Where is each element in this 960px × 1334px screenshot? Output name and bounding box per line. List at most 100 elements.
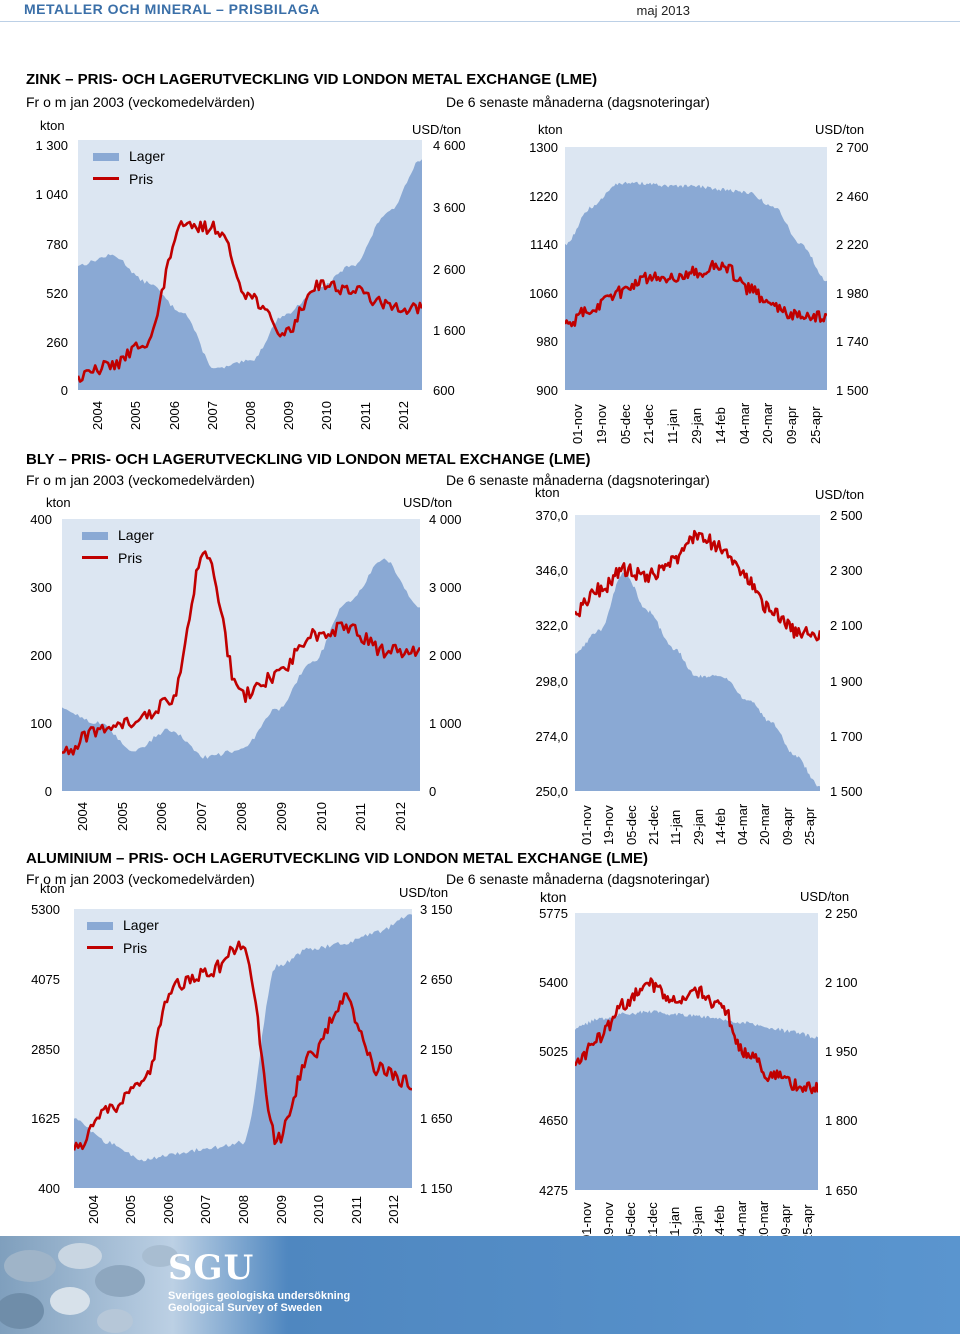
unit-kton: kton [40, 881, 65, 896]
x-tick-label: 09-apr [779, 807, 795, 845]
x-tick-label: 2004 [85, 1195, 101, 1224]
stock-area [565, 181, 827, 390]
x-tick-label: 14-feb [712, 808, 728, 845]
price-line [78, 220, 422, 383]
price-line [74, 940, 412, 1151]
unit-usd: USD/ton [815, 487, 865, 502]
chart-aluminium-short [575, 913, 818, 1190]
y-tick: 250,0 [535, 784, 568, 799]
y2-tick: 2 100 [825, 975, 858, 990]
unit-usd: USD/ton [815, 122, 865, 137]
y-tick: 980 [536, 334, 558, 349]
stock-area [74, 914, 412, 1188]
y-tick: 780 [46, 237, 68, 252]
y2-tick: 3 000 [429, 580, 462, 595]
unit-kton: kton [40, 118, 65, 133]
y-tick: 400 [30, 512, 52, 527]
x-tick-label: 2004 [90, 401, 106, 430]
x-tick-label: 20-mar [757, 803, 773, 845]
section-title-bly: BLY – PRIS- OCH LAGERUTVECKLING VID LOND… [26, 451, 591, 468]
y2-tick: 600 [433, 383, 455, 398]
legend: Lager Pris [93, 145, 203, 189]
y-tick: 370,0 [535, 508, 568, 523]
legend-swatch-stock [87, 922, 113, 930]
x-tick-label: 2012 [395, 401, 411, 430]
y-tick: 298,0 [535, 674, 568, 689]
logo-mark: SGU [168, 1248, 255, 1288]
sgu-logo: SGU Sveriges geologiska undersökning Geo… [168, 1248, 350, 1314]
y-tick: 1 300 [35, 138, 68, 153]
y-tick: 1060 [529, 286, 558, 301]
y2-tick: 1 000 [429, 716, 462, 731]
y2-tick: 2 000 [429, 648, 462, 663]
x-tick-label: 2005 [114, 802, 130, 831]
unit-kton: kton [535, 485, 560, 500]
x-tick-label: 01-nov [579, 805, 595, 845]
x-tick-label: 2010 [313, 802, 329, 831]
y2-tick: 1 980 [836, 286, 869, 301]
chart-svg [78, 159, 422, 390]
y2-tick: 2 150 [420, 1042, 453, 1057]
x-tick-label: 2011 [357, 402, 373, 430]
y2-tick: 3 150 [420, 902, 453, 917]
y2-tick: 1 600 [433, 323, 466, 338]
x-tick-label: 04-mar [736, 402, 752, 444]
chart-svg [62, 550, 420, 791]
stock-area [62, 558, 420, 791]
legend-swatch-stock [93, 153, 119, 161]
legend-label-stock: Lager [129, 148, 165, 164]
x-tick-label: 05-dec [617, 404, 633, 444]
y2-tick: 4 000 [429, 512, 462, 527]
pebbles-photo [0, 1243, 178, 1333]
header-divider [0, 21, 960, 22]
x-tick-label: 25-apr [808, 406, 824, 444]
legend-label-stock: Lager [123, 917, 159, 933]
legend-swatch-price [87, 946, 113, 949]
legend-label-price: Pris [123, 940, 148, 956]
x-tick-label: 19-nov [601, 805, 617, 845]
unit-usd: USD/ton [800, 889, 850, 904]
y-tick: 322,0 [535, 618, 568, 633]
x-tick-label: 2011 [353, 803, 369, 831]
x-tick-label: 2007 [204, 401, 220, 430]
y-tick: 1 040 [35, 187, 68, 202]
x-tick-label: 2008 [234, 802, 249, 831]
chart-aluminium-long [74, 909, 412, 1188]
y-tick: 5300 [31, 902, 60, 917]
x-tick-label: 2009 [273, 802, 289, 831]
y-tick: 4650 [539, 1113, 568, 1128]
section-title-zink: ZINK – PRIS- OCH LAGERUTVECKLING VID LON… [26, 71, 598, 88]
y-tick: 4075 [31, 972, 60, 987]
org-name-sv: Sveriges geologiska undersökning [168, 1290, 351, 1302]
y2-tick: 1 800 [825, 1113, 858, 1128]
unit-kton: kton [540, 889, 567, 905]
chart-bly-long [62, 519, 420, 791]
unit-usd: USD/ton [403, 495, 453, 510]
x-tick-label: 2005 [128, 401, 144, 430]
x-tick-label: 2012 [386, 1195, 402, 1224]
short-subtitle-aluminium: De 6 senaste månaderna (dagsnoteringar) [446, 871, 710, 887]
y2-tick: 1 740 [836, 334, 869, 349]
y2-tick: 1 950 [825, 1044, 858, 1059]
x-tick-label: 19-nov [593, 404, 609, 444]
legend: Lager Pris [82, 524, 192, 568]
y-tick: 260 [46, 335, 68, 350]
y2-tick: 1 500 [836, 383, 869, 398]
y-tick: 200 [30, 648, 52, 663]
long-subtitle-zink: Fr o m jan 2003 (veckomedelvärden) [26, 94, 255, 110]
y2-tick: 2 500 [830, 508, 863, 523]
x-tick-label: 2007 [194, 802, 210, 831]
x-tick-label: 2005 [123, 1195, 139, 1224]
unit-usd: USD/ton [399, 885, 449, 900]
y-tick: 4275 [539, 1183, 568, 1198]
x-tick-label: 11-jan [665, 408, 681, 444]
unit-kton: kton [46, 495, 71, 510]
y-tick: 100 [30, 716, 52, 731]
y-tick: 346,0 [535, 563, 568, 578]
page-header: METALLER OCH MINERAL – PRISBILAGA maj 20… [0, 0, 960, 22]
chart-svg [575, 977, 818, 1190]
x-tick-label: 2011 [348, 1196, 364, 1224]
legend-label-price: Pris [118, 550, 143, 566]
long-subtitle-aluminium: Fr o m jan 2003 (veckomedelvärden) [26, 871, 255, 887]
x-tick-label: 25-apr [801, 807, 817, 845]
